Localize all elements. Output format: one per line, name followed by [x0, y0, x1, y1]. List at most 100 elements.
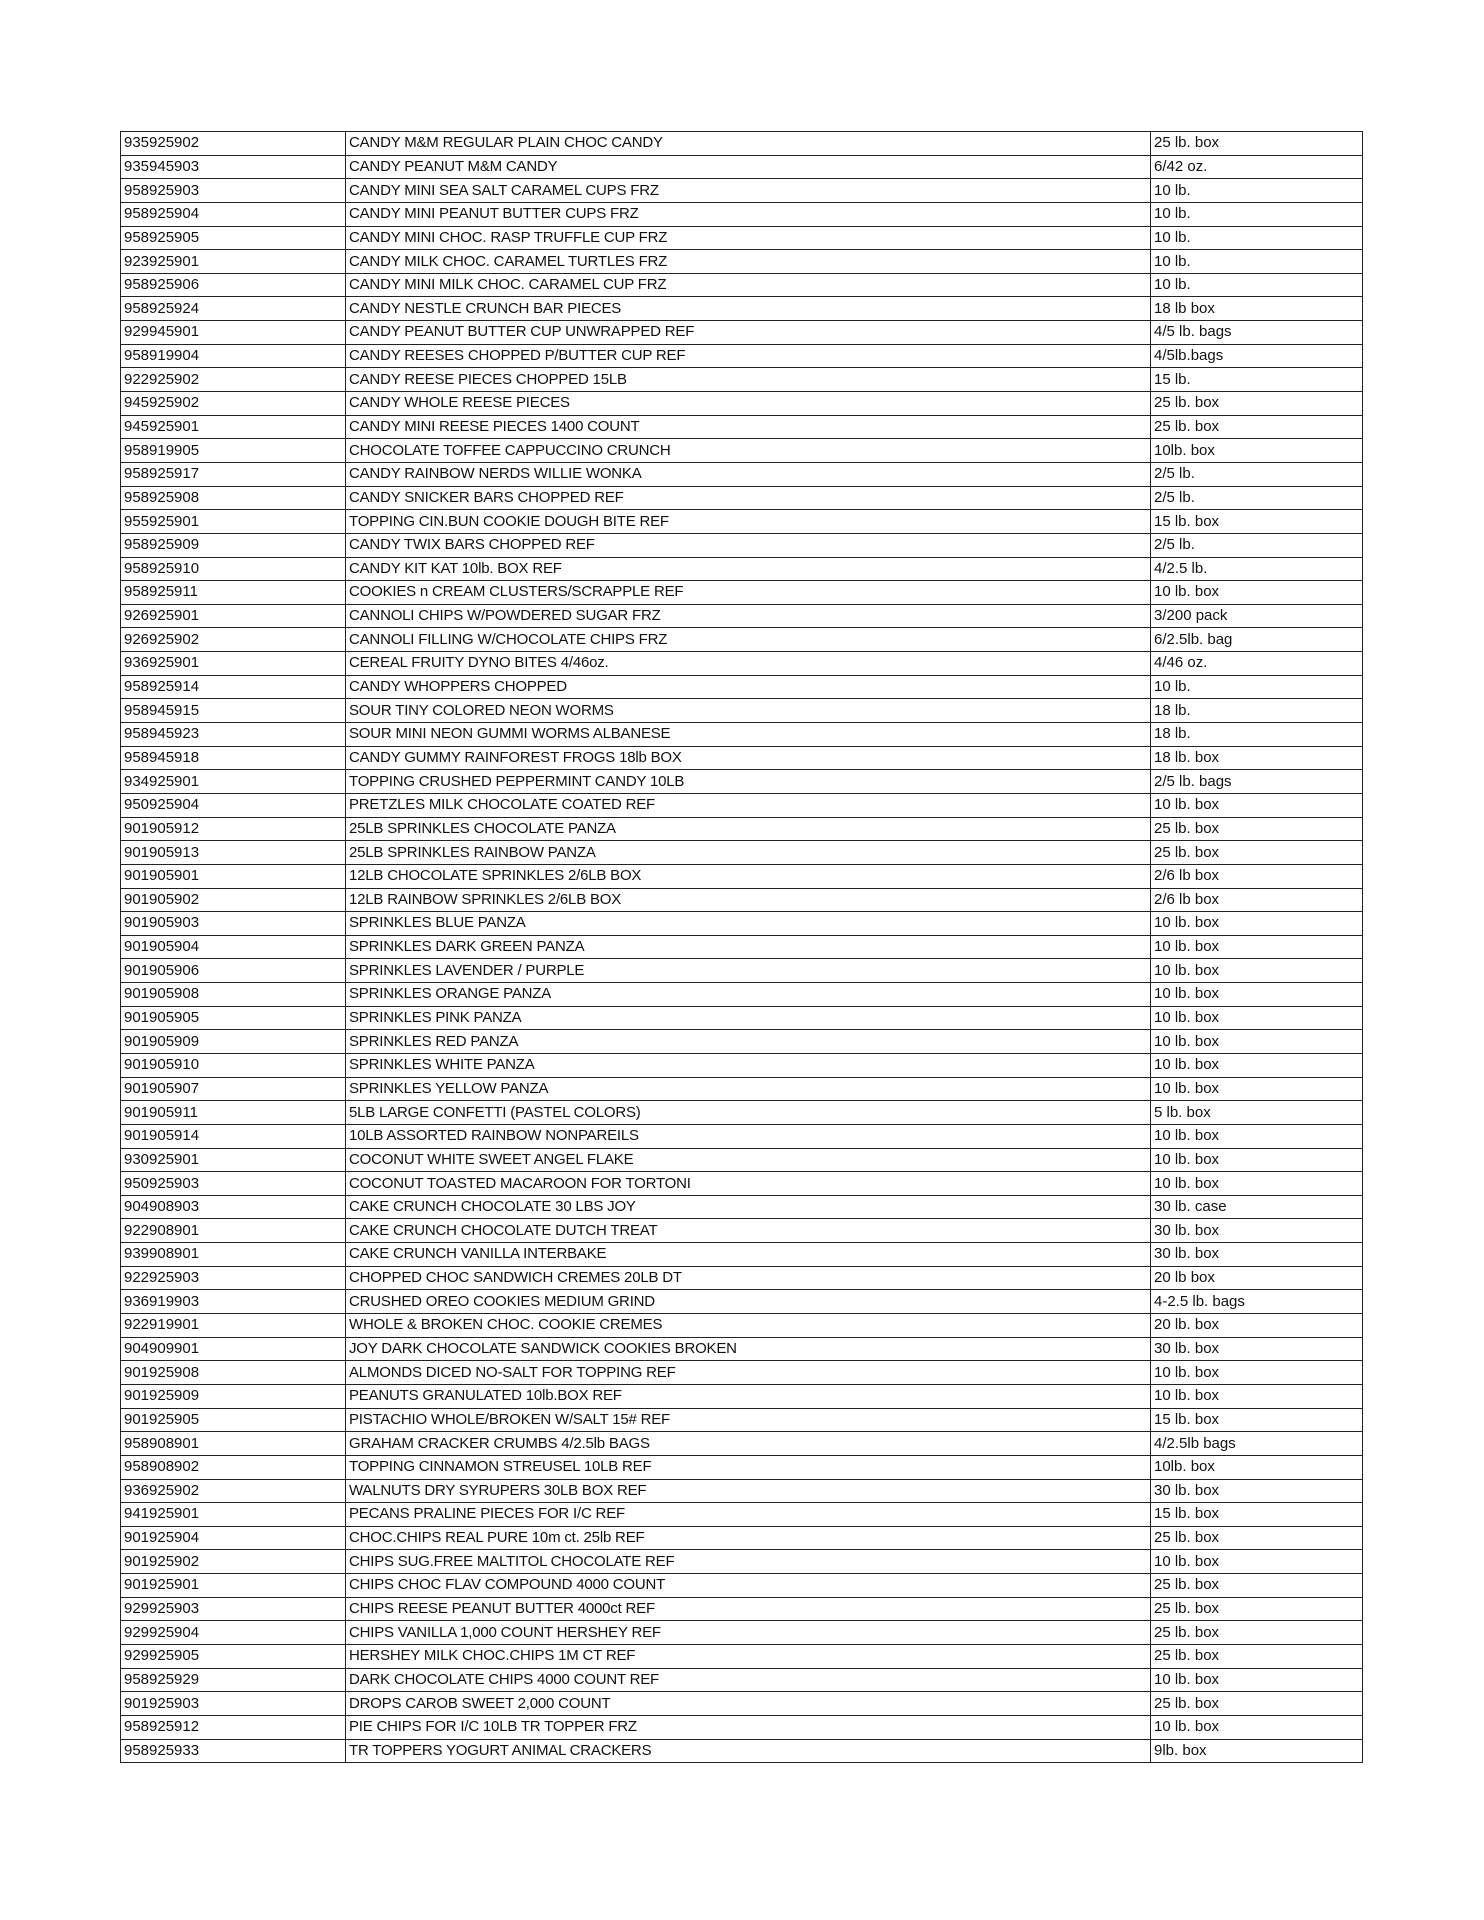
table-row: 958925917 CANDY RAINBOW NERDS WILLIE WONK…: [120, 461, 1363, 487]
description-cell: CHOPPED CHOC SANDWICH CREMES 20LB DT: [345, 1265, 1151, 1291]
pack-size-cell: 10 lb. box: [1150, 1667, 1363, 1693]
pack-size-cell: 10 lb.: [1150, 272, 1363, 298]
description-cell: PRETZLES MILK CHOCOLATE COATED REF: [345, 792, 1151, 818]
description-cell: CANDY PEANUT M&M CANDY: [345, 154, 1151, 180]
table-row: 950925903 COCONUT TOASTED MACAROON FOR TO…: [120, 1171, 1363, 1196]
pack-size-cell: 10 lb.: [1150, 178, 1363, 203]
table-row: 939908901 CAKE CRUNCH VANILLA INTERBAKE 30…: [120, 1242, 1363, 1267]
pack-size-cell: 25 lb. box: [1150, 840, 1363, 865]
pack-size-cell: 18 lb. box: [1150, 745, 1363, 771]
pack-size-cell: 25 lb. box: [1150, 1691, 1363, 1716]
description-cell: SPRINKLES YELLOW PANZA: [345, 1076, 1151, 1102]
table-row: 934925901 TOPPING CRUSHED PEPPERMINT CAND…: [120, 769, 1363, 794]
item-code-cell: 901905902: [120, 887, 346, 913]
pack-size-cell: 10 lb. box: [1150, 1005, 1363, 1031]
table-row: 958925912 PIE CHIPS FOR I/C 10LB TR TOPPE…: [120, 1714, 1363, 1740]
description-cell: SPRINKLES WHITE PANZA: [345, 1052, 1151, 1078]
table-row: 958908901 GRAHAM CRACKER CRUMBS 4/2.5lb B…: [120, 1431, 1363, 1456]
item-code-cell: 945925901: [120, 414, 346, 440]
pack-size-cell: 30 lb. box: [1150, 1218, 1363, 1244]
table-row: 958945918 CANDY GUMMY RAINFOREST FROGS 18…: [120, 745, 1363, 771]
table-row: 901925901 CHIPS CHOC FLAV COMPOUND 4000 C…: [120, 1573, 1363, 1598]
pack-size-cell: 10 lb. box: [1150, 792, 1363, 818]
pack-size-cell: 10 lb. box: [1150, 958, 1363, 984]
table-row: 958925914 CANDY WHOPPERS CHOPPED 10 lb.: [120, 674, 1363, 700]
pack-size-cell: 20 lb box: [1150, 1265, 1363, 1291]
table-row: 958925903 CANDY MINI SEA SALT CARAMEL CUP…: [120, 178, 1363, 203]
pack-size-cell: 15 lb. box: [1150, 509, 1363, 534]
pack-size-cell: 10 lb. box: [1150, 1029, 1363, 1054]
item-code-cell: 922925903: [120, 1265, 346, 1291]
item-code-cell: 901925905: [120, 1407, 346, 1433]
table-row: 901905912 25LB SPRINKLES CHOCOLATE PANZA 2…: [120, 816, 1363, 842]
pack-size-cell: 4/5 lb. bags: [1150, 320, 1363, 345]
item-code-cell: 901905910: [120, 1052, 346, 1078]
product-table-body: 935925902 CANDY M&M REGULAR PLAIN CHOC CA…: [120, 131, 1363, 1764]
description-cell: SOUR TINY COLORED NEON WORMS: [345, 698, 1151, 724]
item-code-cell: 901905907: [120, 1076, 346, 1102]
table-row: 958945923 SOUR MINI NEON GUMMI WORMS ALBA…: [120, 722, 1363, 747]
item-code-cell: 936925901: [120, 651, 346, 676]
table-row: 936925902 WALNUTS DRY SYRUPERS 30LB BOX R…: [120, 1478, 1363, 1504]
table-row: 901905902 12LB RAINBOW SPRINKLES 2/6LB BO…: [120, 887, 1363, 913]
item-code-cell: 901905908: [120, 982, 346, 1007]
description-cell: CANDY MINI CHOC. RASP TRUFFLE CUP FRZ: [345, 225, 1151, 251]
table-row: 929945901 CANDY PEANUT BUTTER CUP UNWRAPP…: [120, 320, 1363, 345]
table-row: 958925908 CANDY SNICKER BARS CHOPPED REF 2…: [120, 485, 1363, 511]
table-row: 945925901 CANDY MINI REESE PIECES 1400 CO…: [120, 414, 1363, 440]
item-code-cell: 929925904: [120, 1620, 346, 1645]
item-code-cell: 901905913: [120, 840, 346, 865]
pack-size-cell: 25 lb. box: [1150, 414, 1363, 440]
pack-size-cell: 30 lb. case: [1150, 1194, 1363, 1220]
pack-size-cell: 25 lb. box: [1150, 1620, 1363, 1645]
item-code-cell: 901905906: [120, 958, 346, 984]
item-code-cell: 958925929: [120, 1667, 346, 1693]
table-row: 901905909 SPRINKLES RED PANZA 10 lb. box: [120, 1029, 1363, 1054]
pack-size-cell: 25 lb. box: [1150, 1525, 1363, 1551]
pack-size-cell: 10 lb. box: [1150, 982, 1363, 1007]
description-cell: SPRINKLES ORANGE PANZA: [345, 982, 1151, 1007]
pack-size-cell: 30 lb. box: [1150, 1478, 1363, 1504]
description-cell: DROPS CAROB SWEET 2,000 COUNT: [345, 1691, 1151, 1716]
table-row: 904908903 CAKE CRUNCH CHOCOLATE 30 LBS JO…: [120, 1194, 1363, 1220]
table-row: 901905913 25LB SPRINKLES RAINBOW PANZA 25 …: [120, 840, 1363, 865]
pack-size-cell: 25 lb. box: [1150, 1644, 1363, 1669]
description-cell: 10LB ASSORTED RAINBOW NONPAREILS: [345, 1123, 1151, 1149]
description-cell: CANDY MILK CHOC. CARAMEL TURTLES FRZ: [345, 249, 1151, 274]
table-row: 904909901 JOY DARK CHOCOLATE SANDWICK COO…: [120, 1336, 1363, 1362]
pack-size-cell: 10 lb. box: [1150, 1383, 1363, 1409]
item-code-cell: 901905912: [120, 816, 346, 842]
pack-size-cell: 10 lb.: [1150, 201, 1363, 227]
pack-size-cell: 20 lb. box: [1150, 1313, 1363, 1338]
item-code-cell: 929945901: [120, 320, 346, 345]
pack-size-cell: 4/5lb.bags: [1150, 343, 1363, 369]
item-code-cell: 901905911: [120, 1100, 346, 1125]
pack-size-cell: 10 lb. box: [1150, 1076, 1363, 1102]
table-row: 901905911 5LB LARGE CONFETTI (PASTEL COLO…: [120, 1100, 1363, 1125]
item-code-cell: 936919903: [120, 1289, 346, 1315]
table-row: 958925910 CANDY KIT KAT 10lb. BOX REF 4/2.…: [120, 556, 1363, 582]
table-row: 958908902 TOPPING CINNAMON STREUSEL 10LB …: [120, 1454, 1363, 1480]
pack-size-cell: 2/5 lb. bags: [1150, 769, 1363, 794]
item-code-cell: 904909901: [120, 1336, 346, 1362]
item-code-cell: 958925908: [120, 485, 346, 511]
item-code-cell: 958945915: [120, 698, 346, 724]
table-row: 955925901 TOPPING CIN.BUN COOKIE DOUGH BI…: [120, 509, 1363, 534]
item-code-cell: 958925933: [120, 1738, 346, 1764]
pack-size-cell: 10 lb. box: [1150, 911, 1363, 936]
description-cell: CANDY MINI REESE PIECES 1400 COUNT: [345, 414, 1151, 440]
item-code-cell: 922925902: [120, 367, 346, 393]
table-row: 901905906 SPRINKLES LAVENDER / PURPLE 10 l…: [120, 958, 1363, 984]
item-code-cell: 958908901: [120, 1431, 346, 1456]
pack-size-cell: 2/6 lb box: [1150, 887, 1363, 913]
table-row: 922925902 CANDY REESE PIECES CHOPPED 15LB…: [120, 367, 1363, 393]
table-row: 958925905 CANDY MINI CHOC. RASP TRUFFLE C…: [120, 225, 1363, 251]
table-row: 901905903 SPRINKLES BLUE PANZA 10 lb. box: [120, 911, 1363, 936]
item-code-cell: 930925901: [120, 1147, 346, 1173]
item-code-cell: 941925901: [120, 1502, 346, 1527]
pack-size-cell: 10 lb. box: [1150, 1714, 1363, 1740]
description-cell: 25LB SPRINKLES CHOCOLATE PANZA: [345, 816, 1151, 842]
table-row: 941925901 PECANS PRALINE PIECES FOR I/C R…: [120, 1502, 1363, 1527]
table-row: 935925902 CANDY M&M REGULAR PLAIN CHOC CA…: [120, 131, 1363, 156]
item-code-cell: 958925924: [120, 296, 346, 322]
